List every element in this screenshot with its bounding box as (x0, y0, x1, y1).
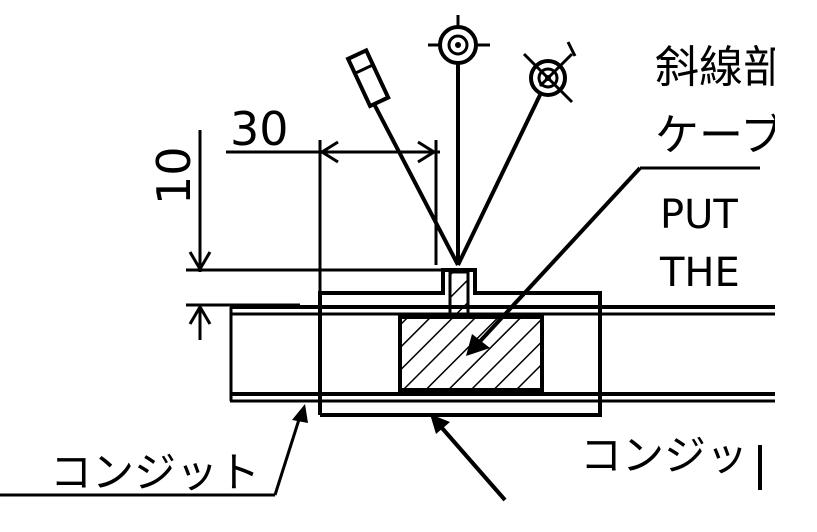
hatched-section (398, 270, 544, 392)
dimension-10: 10 (147, 130, 445, 340)
callout-text: 斜線部 ケーブ PUT THE (655, 42, 787, 296)
callout-line-3: PUT (660, 192, 738, 238)
dimension-30: 30 (226, 102, 440, 293)
callout-line-2: ケーブ (655, 110, 784, 161)
weld-leaders (370, 58, 542, 266)
callout-line-4: THE (659, 250, 740, 296)
conduit-label-right: コンジッ (580, 431, 748, 480)
cropped-edge (775, 0, 817, 532)
callout-line-1: 斜線部 (655, 42, 787, 93)
crossed-circle-symbol-icon (522, 41, 577, 104)
conduit-label-left: コンジット (50, 448, 260, 497)
dimension-30-label: 30 (230, 102, 289, 156)
rectangle-weld-symbol-icon (345, 47, 391, 109)
conduit-labels: コンジット コンジッ (0, 404, 762, 502)
dimension-10-label: 10 (147, 146, 201, 205)
concentric-circle-symbol-icon (428, 15, 490, 75)
callout-leader (466, 166, 760, 356)
